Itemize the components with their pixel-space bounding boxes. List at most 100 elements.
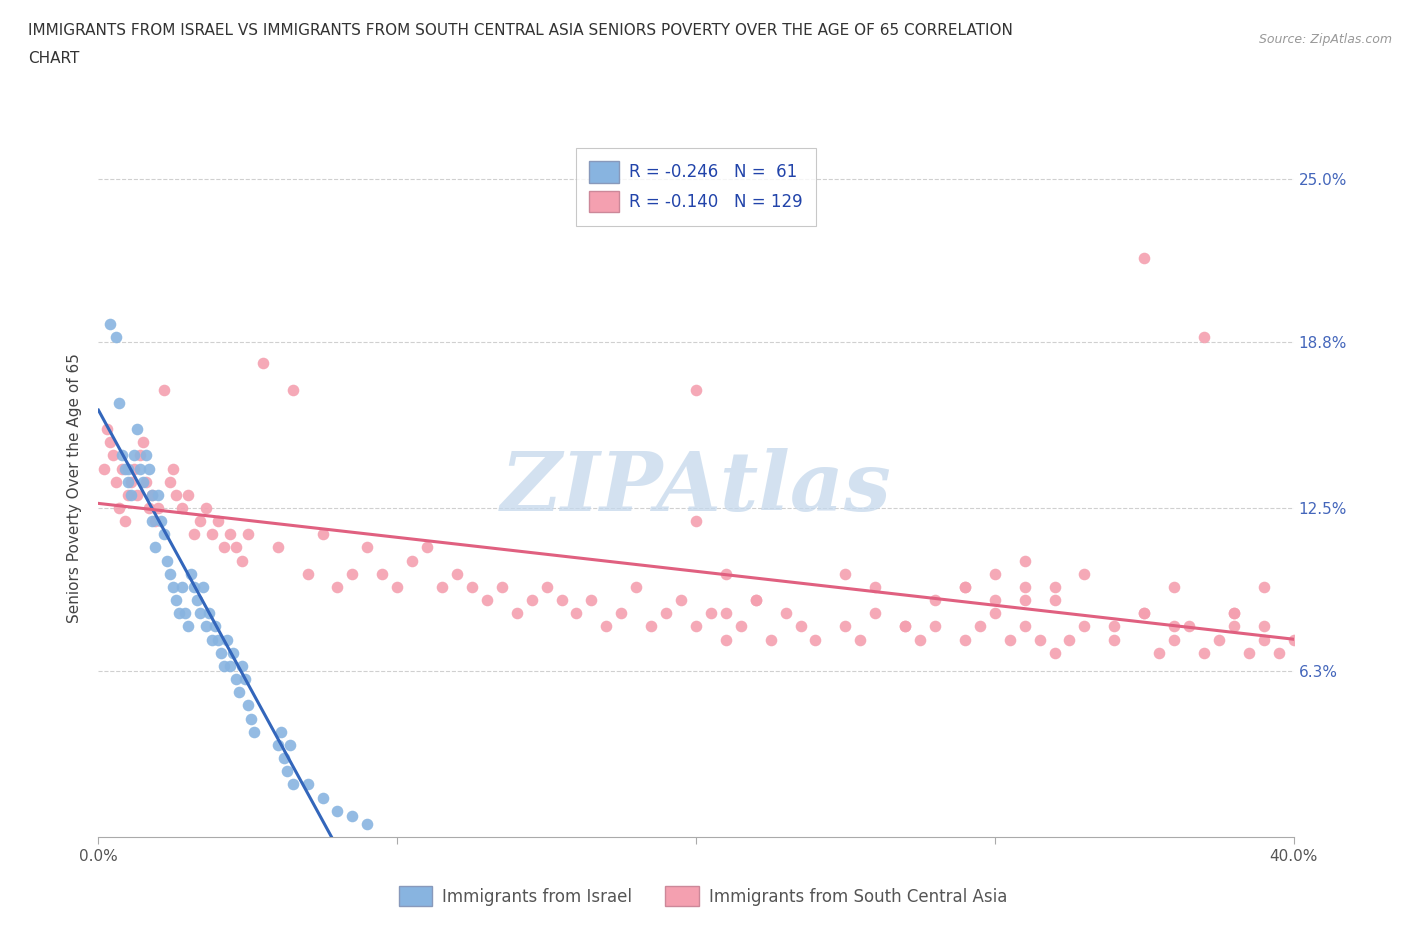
Point xyxy=(745,592,768,607)
Point xyxy=(124,461,146,476)
Point xyxy=(141,487,163,502)
Point xyxy=(180,566,202,581)
Point xyxy=(1282,632,1305,647)
Point xyxy=(201,632,224,647)
Point xyxy=(1133,605,1156,620)
Point xyxy=(371,566,394,581)
Point xyxy=(1014,553,1036,568)
Point xyxy=(953,579,976,594)
Point xyxy=(117,487,139,502)
Point xyxy=(1014,592,1036,607)
Point xyxy=(127,487,149,502)
Point xyxy=(475,592,498,607)
Point xyxy=(1073,566,1095,581)
Point xyxy=(506,605,529,620)
Point xyxy=(191,579,214,594)
Point xyxy=(626,579,648,594)
Point xyxy=(127,421,149,436)
Point xyxy=(1043,592,1066,607)
Point xyxy=(212,658,235,673)
Point xyxy=(93,461,115,476)
Point xyxy=(924,619,946,634)
Point xyxy=(461,579,484,594)
Point xyxy=(775,605,797,620)
Point xyxy=(595,619,617,634)
Point xyxy=(759,632,782,647)
Point xyxy=(1163,619,1185,634)
Point xyxy=(225,671,247,686)
Point xyxy=(804,632,827,647)
Point xyxy=(1253,619,1275,634)
Point xyxy=(172,579,194,594)
Point xyxy=(714,605,737,620)
Point xyxy=(231,553,253,568)
Point xyxy=(969,619,991,634)
Point xyxy=(655,605,678,620)
Point xyxy=(1028,632,1050,647)
Point xyxy=(276,764,298,778)
Point xyxy=(669,592,692,607)
Point xyxy=(1223,619,1246,634)
Point xyxy=(326,579,349,594)
Point xyxy=(1192,645,1215,660)
Point xyxy=(195,619,218,634)
Point xyxy=(894,619,917,634)
Point xyxy=(953,579,976,594)
Point xyxy=(150,513,173,528)
Point xyxy=(984,592,1007,607)
Point xyxy=(834,566,856,581)
Point xyxy=(297,566,319,581)
Text: ZIPAtlas: ZIPAtlas xyxy=(501,448,891,528)
Point xyxy=(789,619,811,634)
Point xyxy=(1237,645,1260,660)
Point xyxy=(270,724,292,739)
Point xyxy=(342,566,364,581)
Point xyxy=(236,527,259,542)
Point xyxy=(148,500,170,515)
Point xyxy=(174,605,197,620)
Point xyxy=(1192,329,1215,344)
Point xyxy=(356,540,378,555)
Point xyxy=(225,540,247,555)
Point xyxy=(685,382,707,397)
Point xyxy=(700,605,723,620)
Point xyxy=(172,500,194,515)
Point xyxy=(135,474,157,489)
Point xyxy=(1014,579,1036,594)
Text: Source: ZipAtlas.com: Source: ZipAtlas.com xyxy=(1258,33,1392,46)
Point xyxy=(207,632,229,647)
Legend: R = -0.246   N =  61, R = -0.140   N = 129: R = -0.246 N = 61, R = -0.140 N = 129 xyxy=(576,148,815,226)
Text: IMMIGRANTS FROM ISRAEL VS IMMIGRANTS FROM SOUTH CENTRAL ASIA SENIORS POVERTY OVE: IMMIGRANTS FROM ISRAEL VS IMMIGRANTS FRO… xyxy=(28,23,1012,38)
Point xyxy=(1104,632,1126,647)
Point xyxy=(342,808,364,823)
Point xyxy=(228,684,250,699)
Point xyxy=(96,421,118,436)
Point xyxy=(236,698,259,712)
Point xyxy=(685,619,707,634)
Point xyxy=(153,527,176,542)
Point xyxy=(162,579,184,594)
Point xyxy=(195,500,218,515)
Point xyxy=(105,329,128,344)
Point xyxy=(1043,645,1066,660)
Point xyxy=(1178,619,1201,634)
Point xyxy=(117,474,139,489)
Point xyxy=(430,579,453,594)
Point xyxy=(212,540,235,555)
Point xyxy=(1253,632,1275,647)
Point xyxy=(685,513,707,528)
Point xyxy=(233,671,256,686)
Point xyxy=(167,605,190,620)
Point xyxy=(215,632,238,647)
Point xyxy=(1073,619,1095,634)
Point xyxy=(581,592,603,607)
Point xyxy=(219,658,242,673)
Point xyxy=(135,448,157,463)
Point xyxy=(204,619,226,634)
Point xyxy=(114,513,136,528)
Point xyxy=(311,790,333,805)
Point xyxy=(491,579,513,594)
Point xyxy=(1104,619,1126,634)
Point xyxy=(165,592,187,607)
Point xyxy=(520,592,543,607)
